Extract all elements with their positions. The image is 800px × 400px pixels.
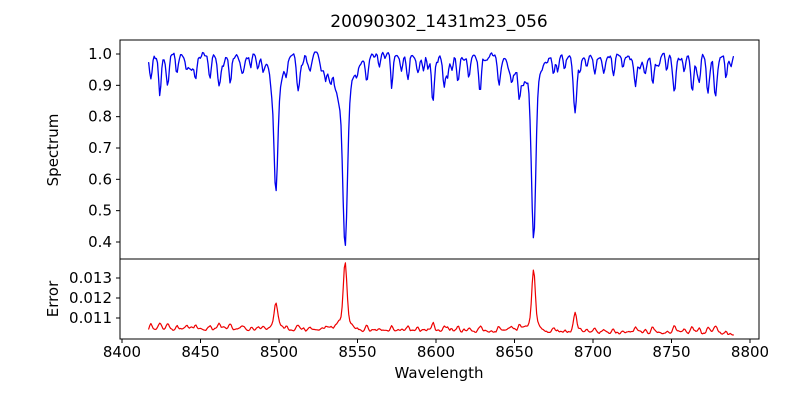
spectrum-y-tick-label: 0.9 [88,76,112,94]
spectrum-y-tick-label: 0.8 [88,108,112,126]
error-curve [148,262,734,336]
error-y-tick-label: 0.013 [69,269,112,287]
x-axis-label: Wavelength [394,364,484,382]
x-tick-label: 8650 [495,343,533,361]
spectrum-y-tick-label: 0.4 [88,233,112,251]
spectrum-y-tick-label: 0.5 [88,202,112,220]
x-tick-label: 8750 [652,343,690,361]
x-tick-label: 8700 [574,343,612,361]
x-tick-label: 8600 [417,343,455,361]
error-y-tick-label: 0.011 [69,309,112,327]
spectrum-y-tick-label: 1.0 [88,45,112,63]
chart-title: 20090302_1431m23_056 [330,12,548,32]
x-tick-label: 8800 [731,343,769,361]
error-y-tick-label: 0.012 [69,289,112,307]
x-tick-label: 8450 [181,343,219,361]
error-y-axis-label: Error [44,280,62,318]
spectrum-y-tick-label: 0.7 [88,139,112,157]
x-tick-label: 8500 [260,343,298,361]
x-tick-label: 8550 [338,343,376,361]
x-tick-label: 8400 [103,343,141,361]
spectrum-curve [148,51,735,247]
spectrum-y-tick-label: 0.6 [88,170,112,188]
spectrum-y-axis-label: Spectrum [44,113,62,187]
error-panel-border [119,258,760,340]
